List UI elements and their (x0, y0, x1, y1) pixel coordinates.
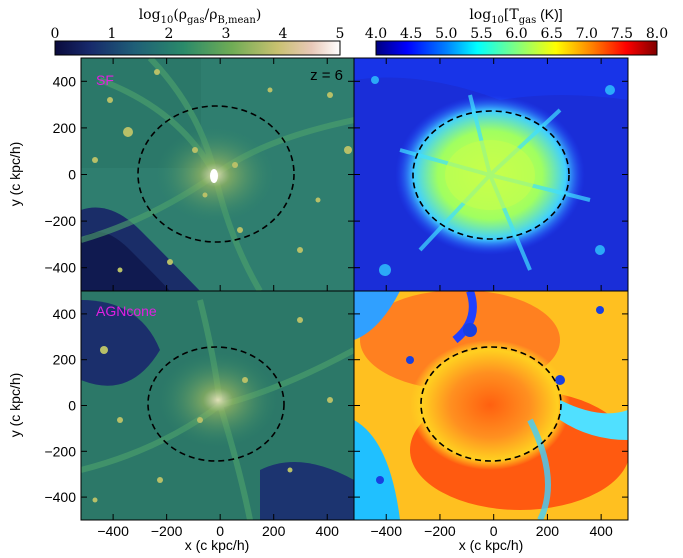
y-tick-label: 0 (68, 398, 76, 414)
y-tick-label: −400 (44, 489, 76, 505)
x-tick-label: 400 (589, 523, 613, 539)
temperature-colorbar-tick-label: 8.0 (646, 26, 668, 42)
density-colorbar-tick-label: 1 (108, 26, 117, 42)
x-axis-label-right: x (c kpc/h) (459, 537, 524, 553)
y-tick-label: −400 (44, 260, 76, 276)
y-tick-label: 200 (53, 120, 77, 136)
temperature-colorbar-gradient (375, 40, 658, 56)
y-tick-label: −200 (44, 213, 76, 229)
density-colorbar-tick-label: 4 (279, 26, 288, 42)
y-axis-label-top: y (c kpc/h) (7, 142, 23, 207)
temperature-colorbar: log10[Tgas (K)] 4.0 4.5 5.0 5.5 6.0 6.5 7.0 7.5… (365, 6, 668, 56)
density-colorbar-tick-label: 2 (165, 26, 174, 42)
temperature-colorbar-title: log10[Tgas (K)] (469, 6, 562, 26)
panel-sf-density: SF z = 6 (81, 58, 354, 291)
x-tick-label: −400 (97, 523, 129, 539)
panel-label-agncone: AGNcone (96, 303, 157, 319)
panel-sf-temperature (354, 58, 628, 291)
redshift-label: z = 6 (310, 67, 343, 84)
x-tick-label: −400 (370, 523, 402, 539)
y-axis-label-bottom: y (c kpc/h) (7, 373, 23, 438)
panel-agncone-density: AGNcone (81, 291, 354, 520)
y-tick-label: 400 (53, 306, 77, 322)
x-tick-label: −200 (151, 523, 183, 539)
temperature-colorbar-tick-label: 6.5 (540, 26, 562, 42)
virial-circle (420, 346, 562, 462)
temperature-colorbar-tick-label: 5.5 (470, 26, 492, 42)
temperature-colorbar-tick-label: 6.0 (505, 26, 527, 42)
temperature-colorbar-tick-label: 7.5 (611, 26, 633, 42)
density-colorbar-title: log10(ρgas/ρB,mean) (139, 7, 262, 26)
density-colorbar-tick-label: 3 (222, 26, 231, 42)
virial-circle (412, 110, 570, 240)
density-colorbar-tick-label: 0 (51, 26, 60, 42)
density-colorbar: log10(ρgas/ρB,mean) 0 1 2 3 4 5 (51, 7, 345, 56)
x-tick-label: 200 (262, 523, 286, 539)
x-tick-label: 400 (316, 523, 340, 539)
y-tick-label: 400 (53, 73, 77, 89)
x-tick-label: 0 (216, 523, 224, 539)
temperature-colorbar-tick-label: 5.0 (435, 26, 457, 42)
y-tick-label: 0 (68, 167, 76, 183)
x-axis-label-left: x (c kpc/h) (185, 537, 250, 553)
virial-circle (137, 105, 295, 243)
x-tick-label: 0 (490, 523, 498, 539)
virial-circle (147, 346, 285, 462)
temperature-colorbar-tick-label: 4.0 (365, 26, 387, 42)
y-tick-label: −200 (44, 443, 76, 459)
x-tick-label: −200 (424, 523, 456, 539)
y-tick-label: 200 (53, 352, 77, 368)
x-tick-label: 200 (536, 523, 560, 539)
temperature-colorbar-tick-label: 7.0 (576, 26, 598, 42)
panel-agncone-temperature (354, 291, 628, 520)
density-colorbar-gradient (54, 40, 341, 56)
density-colorbar-tick-label: 5 (336, 26, 345, 42)
panel-label-sf: SF (96, 72, 114, 88)
temperature-colorbar-tick-label: 4.5 (400, 26, 422, 42)
